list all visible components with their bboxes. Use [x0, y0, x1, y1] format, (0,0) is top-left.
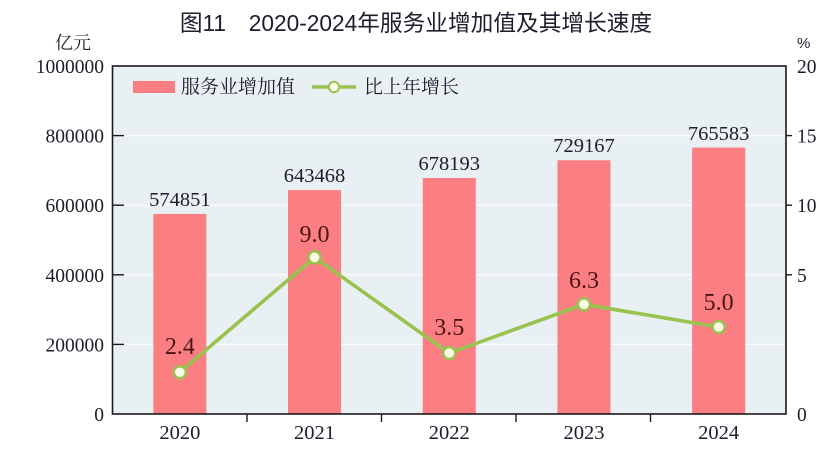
- svg-text:400000: 400000: [46, 266, 105, 287]
- svg-text:574851: 574851: [149, 189, 211, 211]
- svg-text:800000: 800000: [46, 127, 105, 148]
- svg-text:%: %: [797, 35, 810, 52]
- svg-text:678193: 678193: [419, 153, 481, 175]
- svg-text:3.5: 3.5: [434, 315, 464, 341]
- svg-text:2.4: 2.4: [165, 334, 195, 360]
- svg-text:0: 0: [94, 405, 104, 426]
- svg-text:图11 2020-2024年服务业增加值及其增长速度: 图11 2020-2024年服务业增加值及其增长速度: [180, 10, 652, 36]
- svg-text:2022: 2022: [429, 422, 470, 444]
- svg-text:5.0: 5.0: [704, 290, 734, 316]
- svg-text:5: 5: [797, 266, 807, 287]
- svg-text:6.3: 6.3: [569, 268, 599, 294]
- svg-text:2024: 2024: [698, 422, 739, 444]
- svg-text:729167: 729167: [553, 135, 615, 157]
- svg-text:比上年增长: 比上年增长: [364, 76, 459, 98]
- svg-text:600000: 600000: [46, 196, 105, 217]
- svg-text:0: 0: [797, 405, 807, 426]
- svg-text:15: 15: [797, 127, 817, 148]
- svg-text:643468: 643468: [284, 165, 346, 187]
- svg-text:9.0: 9.0: [300, 222, 330, 248]
- svg-text:2020: 2020: [159, 422, 200, 444]
- svg-text:2021: 2021: [294, 422, 335, 444]
- svg-text:10: 10: [797, 196, 817, 217]
- svg-text:1000000: 1000000: [36, 57, 104, 78]
- svg-text:20: 20: [797, 57, 817, 78]
- svg-text:765583: 765583: [688, 123, 750, 145]
- svg-text:亿元: 亿元: [55, 33, 91, 53]
- svg-text:服务业增加值: 服务业增加值: [181, 76, 295, 98]
- svg-text:200000: 200000: [46, 335, 105, 356]
- svg-text:2023: 2023: [563, 422, 604, 444]
